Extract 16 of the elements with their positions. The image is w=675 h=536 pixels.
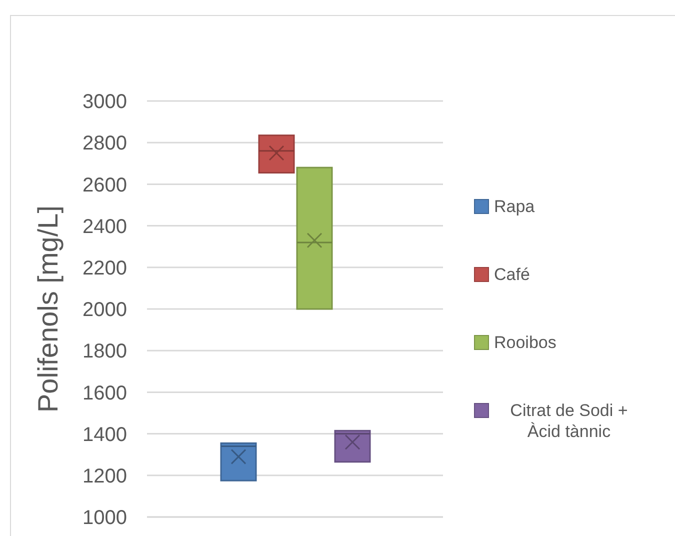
y-tick-label: 1600: [82, 382, 127, 404]
y-tick-label: 2000: [82, 299, 127, 322]
y-tick-label: 2800: [82, 132, 127, 155]
y-tick-label: 3000: [82, 91, 127, 114]
y-tick-label: 2600: [82, 174, 127, 196]
y-axis-title: Polifenols [mg/L]: [32, 206, 64, 412]
y-tick-label: 1800: [82, 340, 127, 363]
y-tick-label: 2400: [82, 216, 127, 238]
y-tick-label: 1000: [82, 507, 127, 530]
legend-label: Rooibos: [494, 332, 556, 353]
legend-label: Rapa: [494, 196, 535, 217]
y-tick-label: 1400: [82, 424, 127, 446]
legend-label: Citrat de Sodi + Àcid tànnic: [509, 400, 629, 442]
y-tick-label: 1200: [82, 466, 127, 488]
y-tick-label: 2200: [82, 258, 127, 280]
legend-label: Café: [494, 264, 530, 285]
